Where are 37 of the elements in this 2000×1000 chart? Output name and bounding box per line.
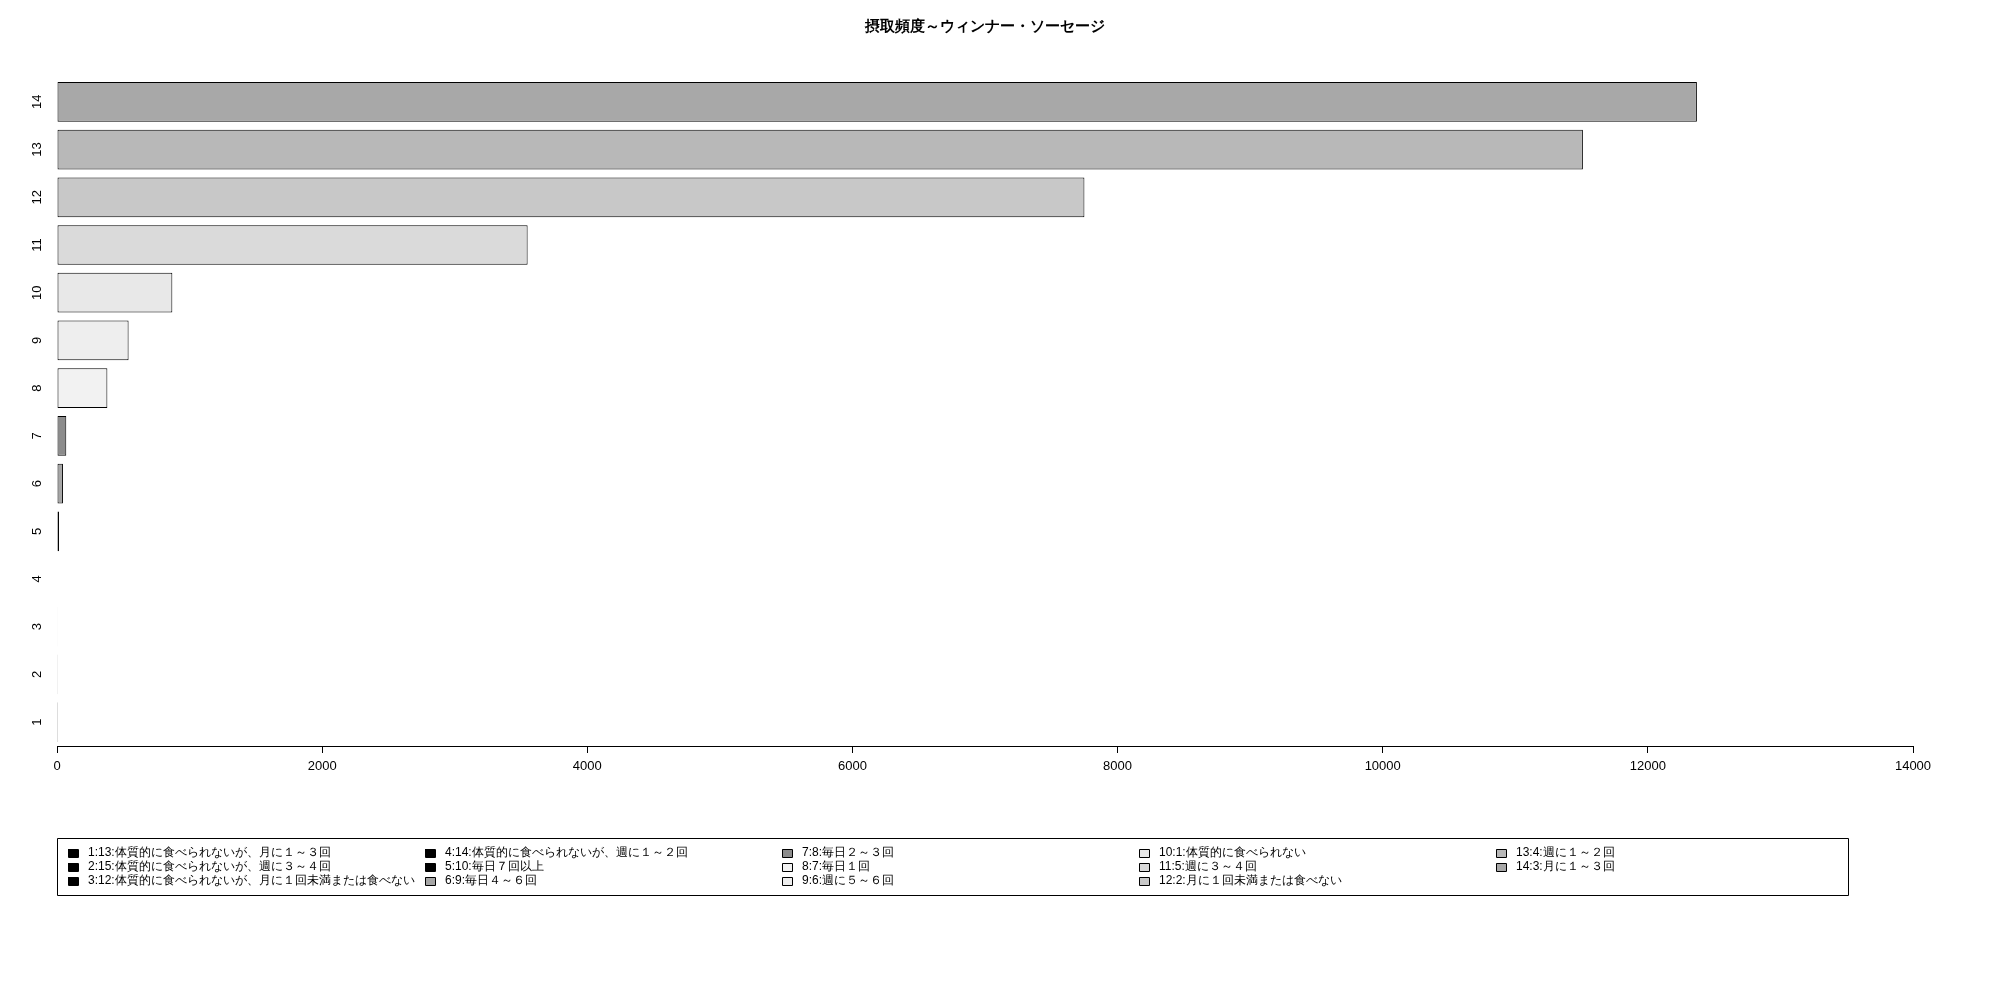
legend-label: 7:8:毎日２～３回 xyxy=(802,845,895,860)
legend-label: 1:13:体質的に食べられないが、月に１～３回 xyxy=(88,845,331,860)
y-tick-label: 14 xyxy=(29,94,45,110)
legend-label: 5:10:毎日７回以上 xyxy=(445,859,544,874)
y-tick-label: 10 xyxy=(29,285,45,300)
y-tick-label: 1 xyxy=(29,718,45,726)
legend-label: 6:9:毎日４～６回 xyxy=(445,873,538,888)
y-tick-label: 2 xyxy=(29,670,45,679)
x-tick-label: 4000 xyxy=(572,758,602,774)
legend-label: 8:7:毎日１回 xyxy=(802,859,871,874)
y-tick-label: 12 xyxy=(29,190,45,205)
legend-label: 3:12:体質的に食べられないが、月に１回未満または食べない xyxy=(88,873,415,888)
x-tick-label: 10000 xyxy=(1364,758,1401,774)
y-tick-label: 6 xyxy=(29,479,45,488)
legend-label: 14:3:月に１～３回 xyxy=(1516,859,1615,874)
y-tick-label: 5 xyxy=(29,527,45,535)
x-tick-label: 2000 xyxy=(307,758,337,774)
legend-label: 12:2:月に１回未満または食べない xyxy=(1159,873,1342,888)
legend-label: 4:14:体質的に食べられないが、週に１～２回 xyxy=(445,845,688,860)
y-tick-label: 3 xyxy=(29,623,45,631)
legend-label: 13:4:週に１～２回 xyxy=(1516,845,1615,860)
y-tick-label: 8 xyxy=(29,384,45,392)
x-tick-label: 8000 xyxy=(1103,758,1133,774)
chart-title: 摂取頻度～ウィンナー・ソーセージ xyxy=(864,17,1105,35)
legend-label: 2:15:体質的に食べられないが、週に３～４回 xyxy=(88,859,331,874)
y-tick-label: 13 xyxy=(29,142,45,157)
legend-label: 11:5:週に３～４回 xyxy=(1159,859,1257,874)
legend-label: 10:1:体質的に食べられない xyxy=(1159,845,1306,860)
y-tick-label: 11 xyxy=(29,238,45,252)
y-tick-label: 4 xyxy=(29,575,45,583)
x-tick-label: 12000 xyxy=(1629,758,1666,774)
x-tick-label: 14000 xyxy=(1894,758,1932,774)
y-tick-label: 9 xyxy=(29,336,45,345)
y-tick-label: 7 xyxy=(29,432,45,440)
legend-label: 9:6:週に５～６回 xyxy=(802,873,895,888)
x-tick-label: 6000 xyxy=(837,758,867,774)
x-tick-label: 0 xyxy=(53,758,61,774)
